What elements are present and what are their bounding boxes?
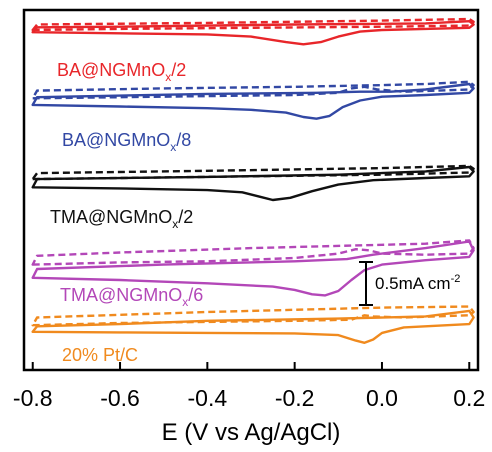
scale-bar-label-superscript: -2 xyxy=(451,273,461,285)
scale-bar: 0.5mA cm-2 xyxy=(359,261,460,306)
series-label-main: 20% Pt/C xyxy=(62,345,138,365)
series-label-ba-ngmnox-2: BA@NGMnOx/2 xyxy=(57,60,186,84)
series-label-ba-ngmnox-8: BA@NGMnOx/8 xyxy=(62,130,191,154)
curve-20-pt-c-solid xyxy=(31,309,475,344)
curve-tma-ngmnox-2-dashed xyxy=(31,164,475,181)
curve-ba-ngmnox-2-solid xyxy=(31,20,475,46)
series-label-tma-ngmnox-2: TMA@NGMnOx/2 xyxy=(50,207,193,231)
series-label-tma-ngmnox-6: TMA@NGMnOx/6 xyxy=(60,285,203,309)
x-tick-label: -0.4 xyxy=(188,385,228,411)
x-tick-label: -0.2 xyxy=(275,385,315,411)
series-label-subscript: x xyxy=(165,70,171,84)
series-label-20-pt-c: 20% Pt/C xyxy=(62,345,138,365)
x-tick-label: -0.6 xyxy=(100,385,140,411)
curve-20-pt-c-dashed xyxy=(31,305,475,327)
plot-area-frame xyxy=(22,8,480,372)
series-label-subscript: x xyxy=(182,295,188,309)
series-layer xyxy=(31,17,475,344)
series-label-main: TMA@NGMnO xyxy=(60,285,182,305)
curve-ba-ngmnox-8-solid xyxy=(31,82,475,120)
x-axis-title: E (V vs Ag/AgCl) xyxy=(162,419,341,446)
curve-tma-ngmnox-6-dashed xyxy=(31,239,475,266)
curve-ba-ngmnox-8-dashed xyxy=(31,80,475,100)
series-label-suffix: /2 xyxy=(178,207,193,227)
x-tick-label: 0.0 xyxy=(366,385,398,411)
series-label-suffix: /8 xyxy=(176,130,191,150)
series-label-layer: BA@NGMnOx/2BA@NGMnOx/8TMA@NGMnOx/2TMA@NG… xyxy=(50,60,203,365)
series-label-subscript: x xyxy=(172,217,178,231)
series-label-suffix: /6 xyxy=(188,285,203,305)
curve-ba-ngmnox-2-dashed xyxy=(31,17,475,32)
x-tick-label: -0.8 xyxy=(13,385,53,411)
curve-tma-ngmnox-6-solid xyxy=(31,240,475,297)
x-tick-label: 0.2 xyxy=(453,385,485,411)
scale-bar-label: 0.5mA cm-2 xyxy=(375,273,460,293)
series-label-main: BA@NGMnO xyxy=(62,130,170,150)
series-label-subscript: x xyxy=(170,140,176,154)
series-label-suffix: /2 xyxy=(171,60,186,80)
series-label-main: TMA@NGMnO xyxy=(50,207,172,227)
x-axis: -0.8 -0.6 -0.4 -0.2 0.0 0.2 xyxy=(13,362,485,411)
series-label-main: BA@NGMnO xyxy=(57,60,165,80)
curve-tma-ngmnox-2-solid xyxy=(31,165,475,202)
scale-bar-label-text: 0.5mA cm xyxy=(375,274,451,293)
